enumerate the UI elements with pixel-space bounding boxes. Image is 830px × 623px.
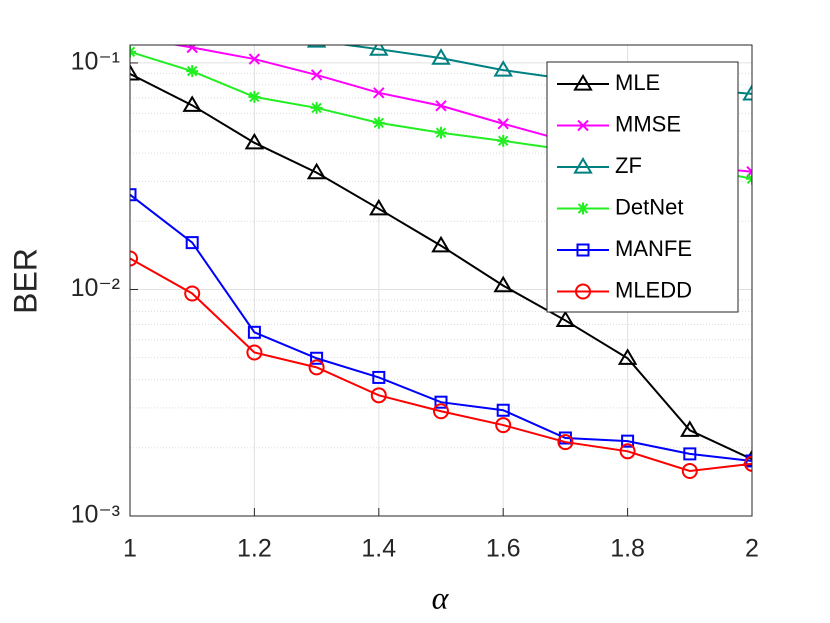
data-point	[495, 417, 512, 434]
data-point	[497, 134, 510, 147]
data-point	[555, 310, 576, 328]
data-point	[308, 359, 325, 376]
data-point	[683, 447, 697, 461]
data-point	[310, 69, 323, 81]
legend-label: ZF	[615, 153, 642, 178]
data-point	[435, 100, 447, 112]
legend-marker	[576, 243, 590, 257]
legend-marker	[573, 157, 593, 174]
data-point	[306, 45, 327, 48]
x-tick-label: 1.2	[237, 535, 272, 563]
data-point	[369, 45, 389, 56]
y-tick-label: 10⁻³	[71, 501, 120, 529]
data-point	[433, 403, 449, 420]
series-line	[130, 257, 752, 473]
data-point	[680, 420, 700, 437]
y-tick-label: 10⁻²	[71, 274, 120, 302]
series-line	[130, 72, 752, 461]
data-point	[246, 344, 263, 361]
data-point	[681, 462, 698, 479]
y-axis-label: BER	[7, 248, 43, 314]
data-point	[130, 188, 137, 202]
data-point	[125, 32, 135, 42]
data-point	[306, 162, 327, 180]
data-point	[617, 348, 638, 365]
data-point	[744, 455, 752, 472]
legend-marker	[577, 202, 589, 215]
x-tick-label: 2	[745, 535, 759, 563]
data-point	[244, 132, 265, 150]
data-point	[247, 325, 261, 339]
data-point	[248, 90, 261, 103]
data-point	[434, 395, 448, 409]
data-point	[130, 250, 138, 267]
data-point	[186, 45, 198, 54]
data-point	[493, 275, 513, 293]
data-point	[373, 87, 385, 99]
legend-label: MLEDD	[615, 277, 692, 302]
x-tick-label: 1.6	[486, 535, 521, 563]
data-point	[431, 48, 451, 65]
x-axis-label: α	[432, 579, 450, 615]
data-point	[493, 60, 513, 77]
data-point	[310, 351, 324, 365]
data-point	[130, 63, 140, 81]
legend-box	[546, 61, 739, 313]
data-point	[496, 403, 510, 417]
data-point	[122, 22, 138, 36]
data-point	[742, 83, 752, 101]
data-point	[310, 101, 323, 114]
data-point	[185, 236, 199, 250]
data-point	[431, 235, 451, 253]
legend-label: MANFE	[615, 236, 692, 261]
data-point	[370, 387, 387, 404]
legend-label: DetNet	[615, 194, 683, 219]
data-point	[372, 370, 386, 384]
data-point	[182, 95, 202, 112]
data-point	[369, 198, 389, 216]
legend-marker	[575, 283, 591, 300]
data-point	[372, 116, 385, 129]
legend-label: MMSE	[615, 111, 681, 136]
data-point	[435, 126, 447, 139]
data-point	[186, 65, 199, 78]
data-point	[619, 443, 636, 460]
axes-box	[129, 44, 753, 517]
y-tick-label: 10⁻¹	[71, 48, 120, 76]
data-point	[497, 118, 509, 130]
x-tick-label: 1	[123, 535, 137, 563]
legend-marker	[577, 119, 589, 132]
data-point	[557, 434, 574, 451]
x-tick-label: 1.8	[610, 535, 645, 563]
data-point	[184, 285, 201, 302]
data-point	[184, 25, 200, 39]
data-point	[246, 29, 262, 43]
legend-label: MLE	[615, 70, 660, 95]
legend-marker	[573, 74, 593, 91]
data-point	[621, 434, 635, 448]
x-tick-label: 1.4	[361, 535, 396, 563]
data-point	[248, 53, 261, 65]
series-line	[130, 193, 752, 462]
